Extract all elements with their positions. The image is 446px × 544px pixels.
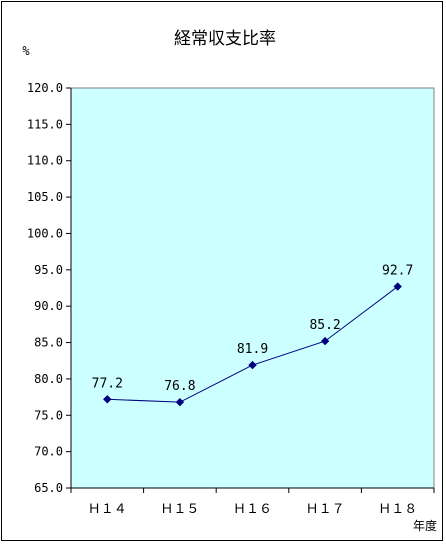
y-tick-label: 115.0 <box>27 117 63 131</box>
axes <box>70 88 434 489</box>
y-tick-label: 105.0 <box>27 190 63 204</box>
x-tick-label: Ｈ１４ <box>88 502 127 517</box>
y-tick-label: 85.0 <box>34 336 63 350</box>
data-point <box>103 395 112 404</box>
data-label: 81.9 <box>237 342 268 357</box>
x-tick-label: Ｈ１８ <box>378 502 417 517</box>
y-tick-label: 120.0 <box>27 81 63 95</box>
data-label: 85.2 <box>309 318 340 333</box>
plot-area <box>70 87 435 489</box>
y-tick-label: 80.0 <box>34 372 63 386</box>
data-label: 77.2 <box>92 376 123 391</box>
y-ticks: 120.0 115.0 110.0 105.0 100.0 95.0 90.0 85.0 80.… <box>27 81 71 495</box>
y-tick-label: 95.0 <box>34 263 63 277</box>
series-group: 77.2 76.8 81.9 85.2 92.7 <box>92 264 413 407</box>
data-point <box>393 282 402 291</box>
data-label: 92.7 <box>382 264 413 279</box>
y-tick-label: 75.0 <box>34 408 63 422</box>
x-tick-label: Ｈ１５ <box>160 502 199 517</box>
data-point <box>248 360 257 370</box>
chart-title: 経常収支比率 <box>174 29 276 49</box>
y-tick-label: 70.0 <box>34 445 63 459</box>
data-point <box>175 397 185 407</box>
x-tick-label: Ｈ１６ <box>233 502 272 517</box>
y-tick-label: 110.0 <box>27 154 63 168</box>
x-tick-label: Ｈ１７ <box>306 502 345 517</box>
y-tick-label: 100.0 <box>27 226 63 240</box>
x-axis-label: 年度 <box>413 518 437 533</box>
data-point <box>320 336 330 346</box>
y-axis-label: % <box>22 44 30 58</box>
y-tick-label: 90.0 <box>34 299 63 313</box>
y-tick-label: 65.0 <box>34 481 63 495</box>
x-ticks: Ｈ１４ Ｈ１５ Ｈ１６ Ｈ１７ Ｈ１８ <box>70 488 435 517</box>
data-label: 76.8 <box>164 379 195 394</box>
